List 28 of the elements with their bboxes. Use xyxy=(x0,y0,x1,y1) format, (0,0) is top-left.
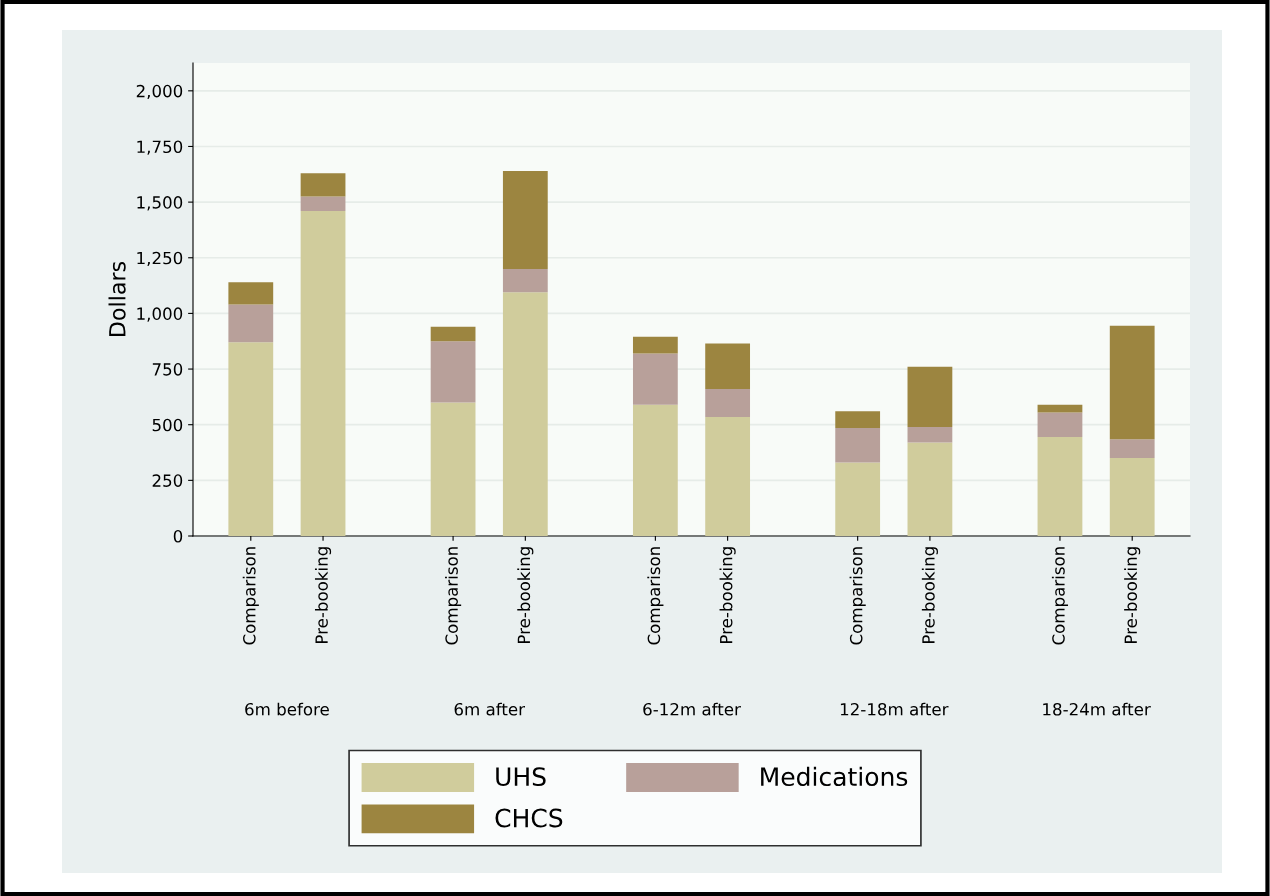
x-tick-label: Comparison xyxy=(849,547,866,645)
y-tick-label: 1,500 xyxy=(137,196,183,211)
y-tick-label: 1,000 xyxy=(137,307,183,322)
y-tick-label: 0 xyxy=(173,529,183,543)
text: 6m before xyxy=(245,702,329,716)
x-tick-label: Pre-booking xyxy=(314,547,332,643)
y-tick-label: 750 xyxy=(152,363,183,376)
x-tick-label: Pre-booking xyxy=(517,547,534,643)
text: 12-18m after xyxy=(840,702,949,716)
x-tick-label: Comparison xyxy=(1051,547,1069,645)
y-tick-label: 1,250 xyxy=(137,251,183,267)
legend-label: Medications xyxy=(761,766,908,787)
y-tick-label: 2,000 xyxy=(136,84,183,100)
x-tick-label: Pre-booking xyxy=(1124,547,1141,643)
y-tick-label: 1,750 xyxy=(137,140,183,155)
x-tick-label: Pre-booking xyxy=(921,547,938,643)
x-tick-label: Pre-booking xyxy=(719,547,736,643)
text: 6m after xyxy=(454,702,525,716)
text: 18-24m after xyxy=(1043,702,1151,716)
x-tick-label: Comparison xyxy=(647,547,664,645)
y-tick-label: 250 xyxy=(152,474,183,487)
x-tick-label: Comparison xyxy=(242,547,259,645)
legend-label: UHS xyxy=(496,767,546,787)
x-tick-label: Comparison xyxy=(445,547,462,645)
legend-label: CHCS xyxy=(495,808,563,828)
text: 6-12m after xyxy=(643,702,741,716)
y-tick-label: 500 xyxy=(152,418,183,432)
y-axis-title: Dollars xyxy=(108,261,126,337)
